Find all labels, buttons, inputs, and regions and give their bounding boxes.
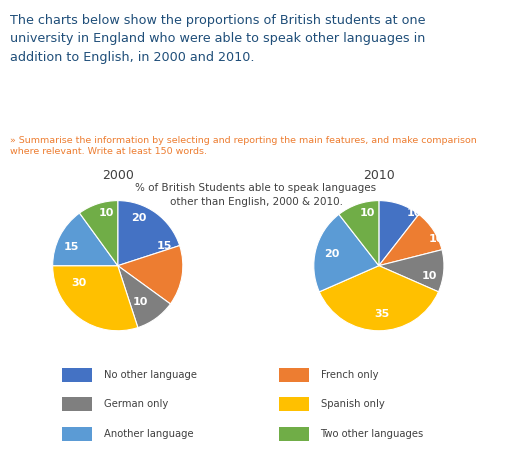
Wedge shape [118, 246, 183, 304]
Text: 30: 30 [71, 277, 87, 287]
Wedge shape [379, 250, 444, 292]
Text: Spanish only: Spanish only [321, 398, 385, 408]
Wedge shape [379, 201, 419, 266]
FancyBboxPatch shape [62, 427, 93, 441]
Title: 2010: 2010 [363, 169, 395, 182]
Text: 15: 15 [157, 240, 173, 250]
Text: Another language: Another language [104, 428, 194, 438]
FancyBboxPatch shape [279, 397, 309, 411]
Text: 10: 10 [133, 297, 148, 307]
Text: 10: 10 [359, 208, 375, 218]
Text: 10: 10 [422, 271, 437, 281]
Wedge shape [319, 266, 438, 331]
FancyBboxPatch shape [279, 427, 309, 441]
Text: 35: 35 [374, 308, 390, 318]
Wedge shape [314, 215, 379, 292]
Text: » Summarise the information by selecting and reporting the main features, and ma: » Summarise the information by selecting… [10, 135, 477, 156]
Text: 15: 15 [63, 242, 78, 252]
FancyBboxPatch shape [279, 368, 309, 382]
Wedge shape [379, 215, 442, 266]
Text: % of British Students able to speak languages
other than English, 2000 & 2010.: % of British Students able to speak lang… [136, 183, 376, 207]
Wedge shape [53, 214, 118, 266]
FancyBboxPatch shape [62, 368, 93, 382]
FancyBboxPatch shape [62, 397, 93, 411]
Text: Two other languages: Two other languages [321, 428, 424, 438]
Wedge shape [79, 201, 118, 266]
Title: 2000: 2000 [102, 169, 134, 182]
Text: 20: 20 [131, 212, 146, 222]
Wedge shape [118, 266, 170, 328]
Wedge shape [118, 201, 180, 266]
Text: 10: 10 [98, 208, 114, 218]
Text: The charts below show the proportions of British students at one
university in E: The charts below show the proportions of… [10, 14, 426, 64]
Text: French only: French only [321, 369, 378, 379]
Wedge shape [53, 266, 138, 331]
Text: German only: German only [104, 398, 168, 408]
Wedge shape [339, 201, 379, 266]
Text: 20: 20 [324, 248, 339, 258]
Text: 10: 10 [407, 208, 422, 218]
Text: 10: 10 [429, 234, 444, 244]
Text: No other language: No other language [104, 369, 197, 379]
